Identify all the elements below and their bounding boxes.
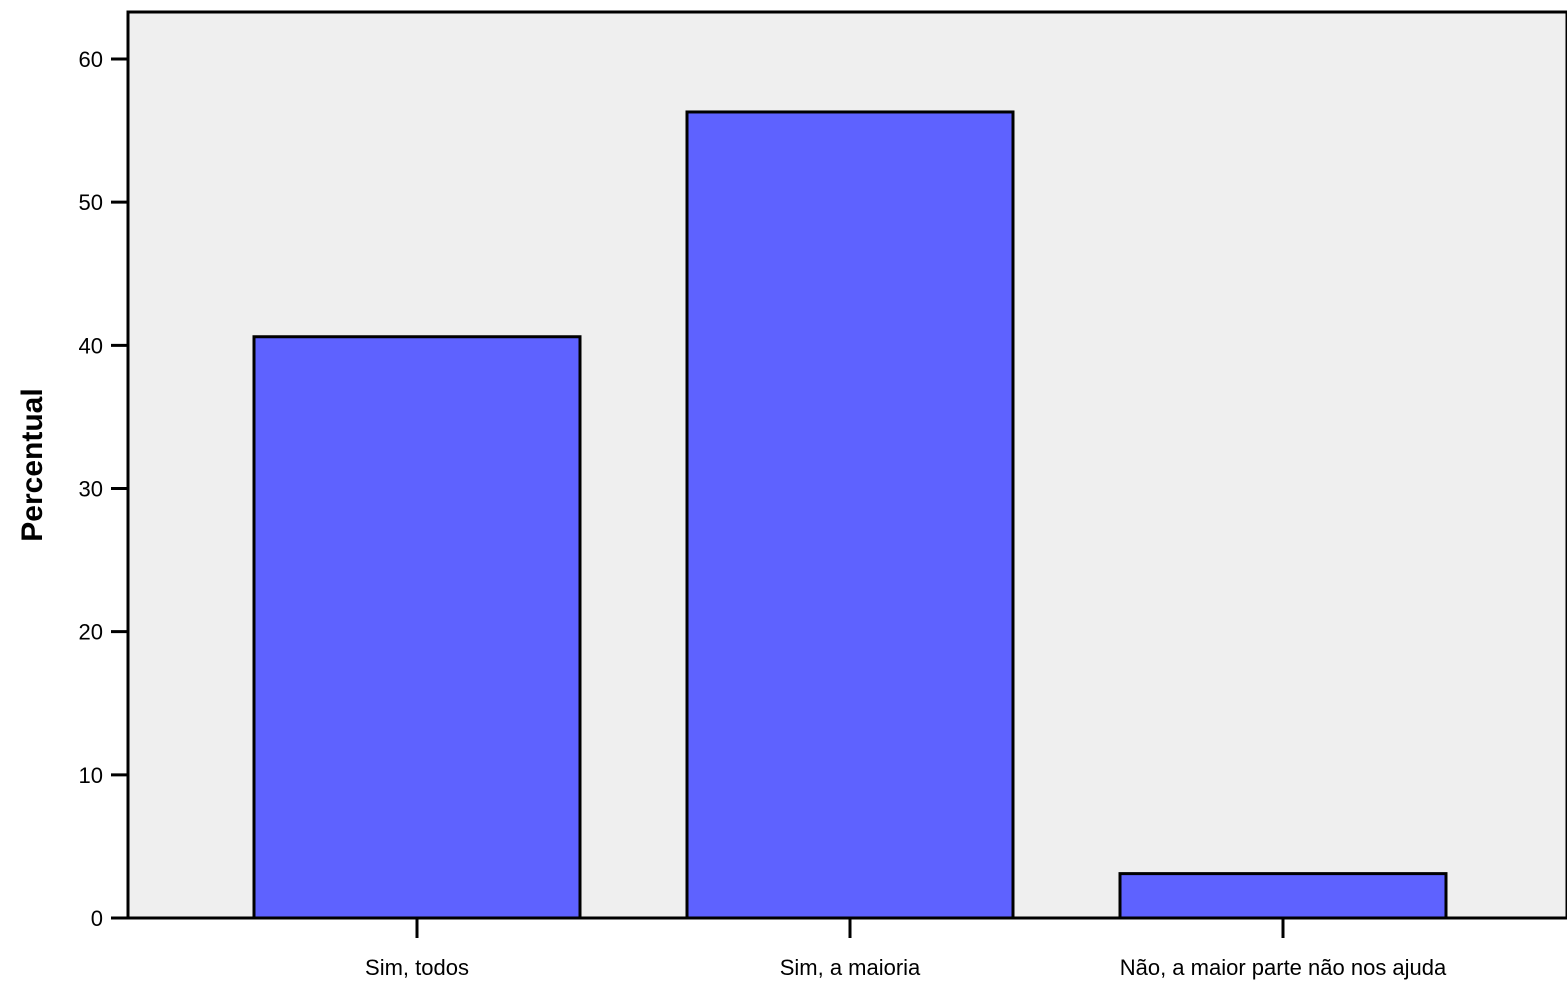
bar [1118,872,1448,920]
y-tick-label: 0 [91,906,103,931]
x-tick-label: Não, a maior parte não nos ajuda [1120,955,1447,980]
y-tick-label: 60 [79,47,103,72]
bars [252,110,1448,920]
x-tick-label: Sim, a maioria [780,955,921,980]
y-tick-label: 40 [79,333,103,358]
y-axis-title: Percentual [16,388,49,541]
bar [685,110,1015,920]
x-axis-ticks: Sim, todos Sim, a maioria Não, a maior par… [365,918,1447,980]
y-axis-ticks: 0 10 20 30 40 50 60 [79,47,128,931]
x-tick-label: Sim, todos [365,955,469,980]
y-tick-label: 30 [79,477,103,502]
y-tick-label: 20 [79,620,103,645]
bar [252,335,582,920]
y-tick-label: 50 [79,190,103,215]
y-tick-label: 10 [79,763,103,788]
